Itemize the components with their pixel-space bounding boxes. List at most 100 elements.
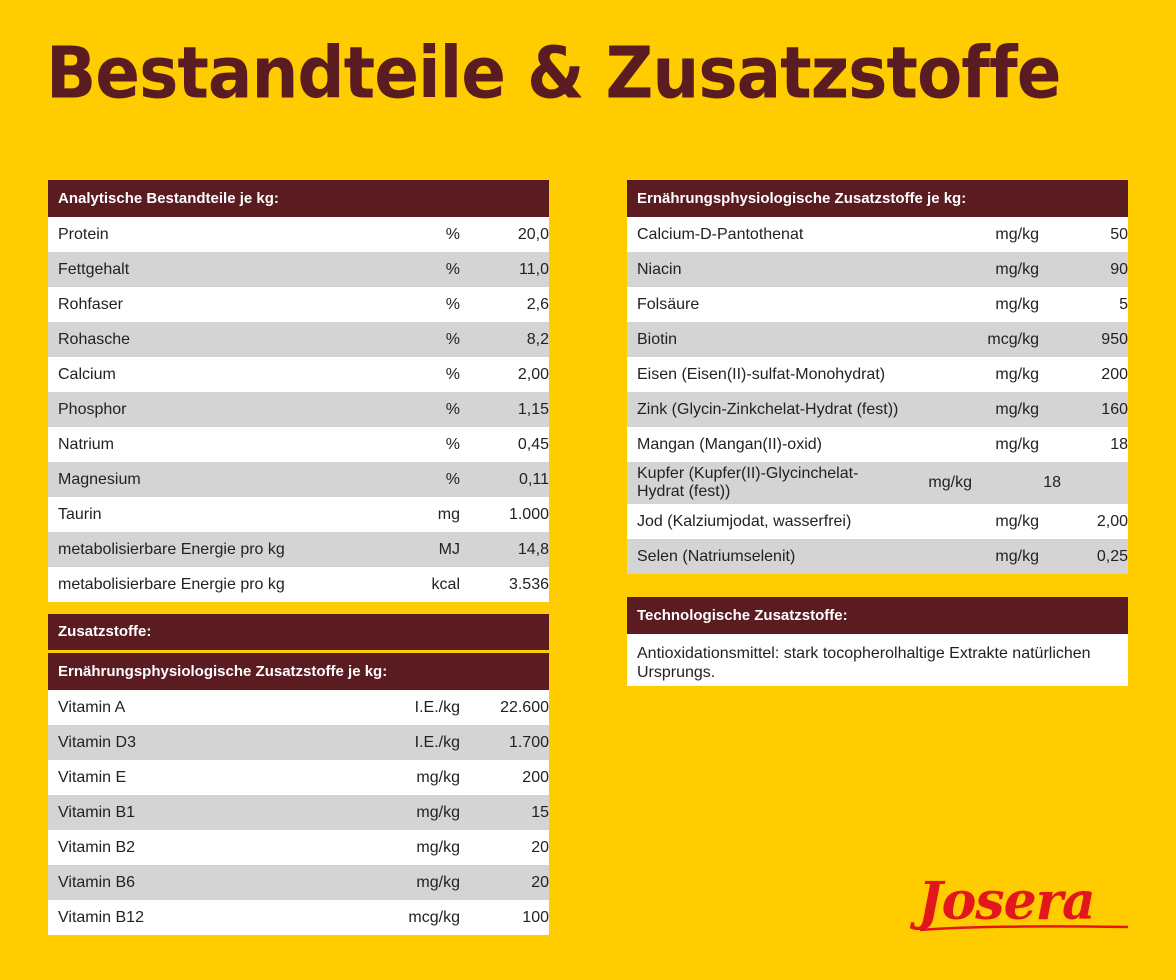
row-unit: mcg/kg xyxy=(987,330,1039,348)
row-value: 200 xyxy=(522,768,549,786)
row-unit: % xyxy=(445,365,460,383)
table-row: Vitamin A I.E./kg 22.600 xyxy=(48,690,549,725)
row-name: Zink (Glycin-Zinkchelat-Hydrat (fest)) xyxy=(637,400,899,418)
technological-text: Antioxidationsmittel: stark tocopherolha… xyxy=(627,634,1128,686)
row-name: metabolisierbare Energie pro kg xyxy=(58,540,285,558)
row-unit: mg/kg xyxy=(416,768,460,786)
row-value: 3.536 xyxy=(508,575,549,593)
row-name: Vitamin B1 xyxy=(58,803,136,821)
row-name: Vitamin D3 xyxy=(58,733,136,751)
row-unit: mg/kg xyxy=(416,803,460,821)
row-unit: mcg/kg xyxy=(408,908,460,926)
row-unit: mg/kg xyxy=(416,873,460,891)
row-name: Protein xyxy=(58,225,109,243)
table-row: Calcium-D-Pantothenat mg/kg 50 xyxy=(627,217,1128,252)
nutritional-table: Ernährungsphysiologische Zusatzstoffe je… xyxy=(627,180,1128,574)
row-name: Calcium xyxy=(58,365,116,383)
table-row: Protein% 20,0 xyxy=(48,217,549,252)
row-unit: mg/kg xyxy=(995,400,1039,418)
row-unit: mg/kg xyxy=(928,474,972,491)
row-value: 2,00 xyxy=(517,365,549,383)
row-name: Calcium-D-Pantothenat xyxy=(637,225,804,243)
row-unit: mg/kg xyxy=(995,547,1039,565)
analytical-table: Analytische Bestandteile je kg: Protein%… xyxy=(48,180,549,602)
row-name: Rohfaser xyxy=(58,295,123,313)
row-value: 8,2 xyxy=(526,330,549,348)
table-row: Magnesium% 0,11 xyxy=(48,462,549,497)
row-value: 2,6 xyxy=(526,295,549,313)
table-row: Vitamin B12 mcg/kg 100 xyxy=(48,900,549,935)
row-name: Mangan (Mangan(II)-oxid) xyxy=(637,435,822,453)
page-title: Bestandteile & Zusatzstoffe xyxy=(46,31,1061,115)
table-row: Calcium% 2,00 xyxy=(48,357,549,392)
row-name: Phosphor xyxy=(58,400,127,418)
table-row: Niacin mg/kg 90 xyxy=(627,252,1128,287)
row-unit: kcal xyxy=(431,575,460,593)
table-row: Taurin mg 1.000 xyxy=(48,497,549,532)
row-name: Vitamin B12 xyxy=(58,908,144,926)
row-value: 11,0 xyxy=(519,260,549,278)
row-value: 0,25 xyxy=(1096,547,1128,565)
row-value: 2,00 xyxy=(1096,512,1128,530)
row-value: 1.000 xyxy=(508,505,549,523)
row-value: 950 xyxy=(1101,330,1128,348)
row-unit: % xyxy=(445,330,460,348)
table-row: Zink (Glycin-Zinkchelat-Hydrat (fest)) mg… xyxy=(627,392,1128,427)
row-name: Fettgehalt xyxy=(58,260,130,278)
row-value: 160 xyxy=(1101,400,1128,418)
additives-divider xyxy=(48,650,549,653)
row-unit: mg/kg xyxy=(995,295,1039,313)
row-unit: % xyxy=(445,295,460,313)
row-value: 100 xyxy=(522,908,549,926)
row-name: Kupfer (Kupfer(II)-Glycinchelat-Hydrat (… xyxy=(637,465,859,500)
row-unit: mg/kg xyxy=(995,225,1039,243)
row-unit: % xyxy=(445,435,460,453)
table-row: Selen (Natriumselenit) mg/kg 0,25 xyxy=(627,539,1128,574)
row-unit: mg xyxy=(437,505,460,523)
table-row: Vitamin E mg/kg 200 xyxy=(48,760,549,795)
row-unit: mg/kg xyxy=(995,365,1039,383)
row-name: metabolisierbare Energie pro kg xyxy=(58,575,285,593)
table-row: Kupfer (Kupfer(II)-Glycinchelat-Hydrat (… xyxy=(627,462,1128,504)
row-name: Eisen (Eisen(II)-sulfat-Monohydrat) xyxy=(637,365,886,383)
row-unit: % xyxy=(445,400,460,418)
josera-logo: Josera xyxy=(918,871,1096,932)
row-unit: I.E./kg xyxy=(414,698,460,716)
row-value: 0,11 xyxy=(519,470,549,488)
logo-swoosh-icon xyxy=(919,925,1129,932)
row-name: Vitamin B2 xyxy=(58,838,136,856)
row-unit: mg/kg xyxy=(995,260,1039,278)
row-value: 1,15 xyxy=(517,400,549,418)
nutritional-header: Ernährungsphysiologische Zusatzstoffe je… xyxy=(627,180,1128,217)
row-unit: % xyxy=(445,470,460,488)
additives-header: Zusatzstoffe: xyxy=(48,614,549,650)
row-unit: % xyxy=(445,225,460,243)
row-unit: % xyxy=(445,260,460,278)
row-value: 20,0 xyxy=(517,225,549,243)
table-row: Vitamin B2 mg/kg 20 xyxy=(48,830,549,865)
row-name: Biotin xyxy=(637,330,678,348)
row-name: Rohasche xyxy=(58,330,131,348)
row-value: 50 xyxy=(1110,225,1128,243)
table-row: Biotin mcg/kg 950 xyxy=(627,322,1128,357)
row-value: 22.600 xyxy=(500,698,549,716)
row-name: Vitamin B6 xyxy=(58,873,136,891)
table-row: Rohasche% 8,2 xyxy=(48,322,549,357)
analytical-header: Analytische Bestandteile je kg: xyxy=(48,180,549,217)
analytical-rows: Protein% 20,0 Fettgehalt% 11,0 Rohfaser% 2,6 R… xyxy=(48,217,549,602)
row-unit: I.E./kg xyxy=(414,733,460,751)
row-unit: mg/kg xyxy=(995,435,1039,453)
row-value: 5 xyxy=(1119,295,1128,313)
row-value: 90 xyxy=(1110,260,1128,278)
table-row: metabolisierbare Energie pro kg MJ 14,8 xyxy=(48,532,549,567)
additives-sub-header: Ernährungsphysiologische Zusatzstoffe je… xyxy=(48,653,549,690)
table-row: metabolisierbare Energie pro kg kcal 3.536 xyxy=(48,567,549,602)
row-unit: mg/kg xyxy=(995,512,1039,530)
additives-rows: Vitamin A I.E./kg 22.600 Vitamin D3 I.E./kg 1… xyxy=(48,690,549,935)
table-row: Natrium% 0,45 xyxy=(48,427,549,462)
row-name: Jod (Kalziumjodat, wasserfrei) xyxy=(637,512,852,530)
row-value: 1.700 xyxy=(508,733,549,751)
technological-table: Technologische Zusatzstoffe: Antioxidati… xyxy=(627,597,1128,686)
technological-header: Technologische Zusatzstoffe: xyxy=(627,597,1128,634)
row-unit: MJ xyxy=(438,540,460,558)
